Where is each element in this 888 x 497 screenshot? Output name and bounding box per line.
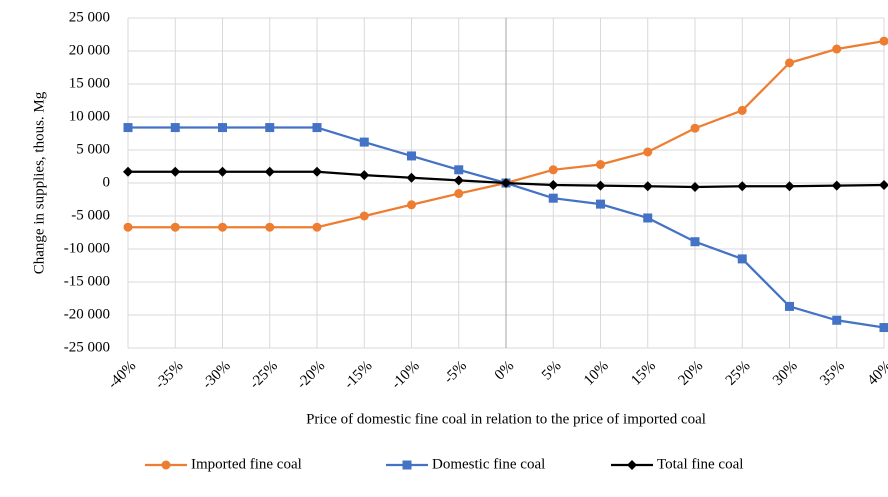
y-tick-label: 25 000 (69, 9, 110, 25)
legend-label: Domestic fine coal (432, 456, 545, 472)
point (265, 167, 275, 177)
x-axis-label: Price of domestic fine coal in relation … (306, 411, 706, 427)
point (360, 138, 369, 147)
x-tick-label: 0% (492, 358, 517, 383)
x-tick-label: -10% (388, 358, 422, 392)
point (549, 194, 558, 203)
point (171, 123, 180, 132)
point (454, 175, 464, 185)
y-tick-label: 5 000 (76, 141, 110, 157)
x-tick-label: 20% (675, 358, 706, 389)
point (313, 223, 322, 232)
point (832, 45, 841, 54)
point (407, 173, 417, 183)
point (596, 160, 605, 169)
point (359, 170, 369, 180)
x-tick-label: 10% (581, 358, 612, 389)
point (162, 461, 171, 470)
point (691, 124, 700, 133)
point (738, 106, 747, 115)
y-tick-label: -25 000 (64, 339, 110, 355)
point (454, 165, 463, 174)
point (265, 123, 274, 132)
point (880, 323, 888, 332)
x-tick-label: -5% (441, 358, 470, 387)
point (218, 167, 228, 177)
x-tick-label: 25% (723, 358, 754, 389)
y-tick-label: -15 000 (64, 273, 110, 289)
point (171, 223, 180, 232)
point (880, 37, 888, 46)
point (643, 213, 652, 222)
point (643, 147, 652, 156)
point (265, 223, 274, 232)
point (403, 461, 412, 470)
point (218, 123, 227, 132)
point (738, 254, 747, 263)
y-tick-label: -10 000 (64, 240, 110, 256)
point (691, 237, 700, 246)
legend-label: Imported fine coal (191, 456, 302, 472)
x-tick-label: -35% (152, 358, 186, 392)
point (124, 123, 133, 132)
point (785, 302, 794, 311)
y-tick-label: 15 000 (69, 75, 110, 91)
x-tick-label: -25% (247, 358, 281, 392)
point (313, 123, 322, 132)
y-tick-label: -20 000 (64, 306, 110, 322)
x-tick-label: 15% (628, 358, 659, 389)
point (548, 180, 558, 190)
point (124, 223, 133, 232)
x-tick-label: -30% (199, 358, 233, 392)
x-tick-label: 40% (864, 358, 888, 389)
x-tick-label: -40% (105, 358, 139, 392)
point (596, 200, 605, 209)
point (123, 167, 133, 177)
point (407, 200, 416, 209)
point (454, 189, 463, 198)
point (596, 181, 606, 191)
point (360, 212, 369, 221)
y-tick-label: -5 000 (71, 207, 110, 223)
y-axis-label: Change in supplies, thous. Mg (31, 91, 47, 274)
y-tick-label: 0 (103, 174, 111, 190)
y-tick-label: 10 000 (69, 108, 110, 124)
x-tick-label: 5% (539, 358, 564, 383)
x-tick-label: 35% (817, 358, 848, 389)
point (627, 460, 637, 470)
point (407, 151, 416, 160)
point (785, 58, 794, 67)
x-tick-label: -20% (294, 358, 328, 392)
point (218, 223, 227, 232)
point (170, 167, 180, 177)
legend-label: Total fine coal (657, 456, 743, 472)
point (879, 180, 888, 190)
point (549, 165, 558, 174)
point (832, 316, 841, 325)
y-tick-label: 20 000 (69, 42, 110, 58)
point (312, 167, 322, 177)
x-tick-label: -15% (341, 358, 375, 392)
x-tick-label: 30% (770, 358, 801, 389)
point (832, 181, 842, 191)
